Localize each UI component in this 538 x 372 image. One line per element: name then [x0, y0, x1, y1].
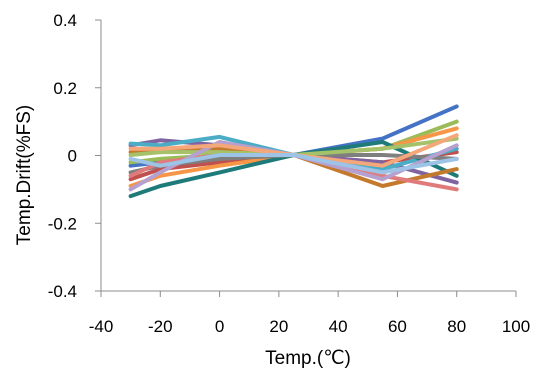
y-tick-label: 0.4: [53, 11, 77, 30]
series-line-5: [128, 134, 459, 172]
x-axis-label: Temp.(℃): [265, 348, 351, 369]
tick-labels: 0.4 0.2 0 -0.2 -0.4 -40 -20 0 20 40 60 80 100: [48, 11, 530, 336]
x-tick-label: 100: [502, 317, 530, 336]
y-axis-label: Temp.Drift(%FS): [14, 105, 35, 245]
axes: [95, 19, 517, 297]
x-tick-label: 20: [269, 317, 288, 336]
y-tick-label: -0.2: [48, 214, 77, 233]
x-tick-label: 60: [388, 317, 407, 336]
x-tick-label: 80: [447, 317, 466, 336]
y-tick-label: 0.2: [53, 79, 77, 98]
series-line-14: [128, 153, 459, 175]
y-tick-label: -0.4: [48, 282, 77, 301]
x-tick-label: 0: [215, 317, 224, 336]
x-tick-label: -20: [148, 317, 173, 336]
series-lines: [128, 104, 459, 199]
x-tick-label: -40: [89, 317, 114, 336]
x-tick-label: 40: [329, 317, 348, 336]
y-tick-label: 0: [68, 147, 77, 166]
series-line-13: [128, 133, 459, 168]
